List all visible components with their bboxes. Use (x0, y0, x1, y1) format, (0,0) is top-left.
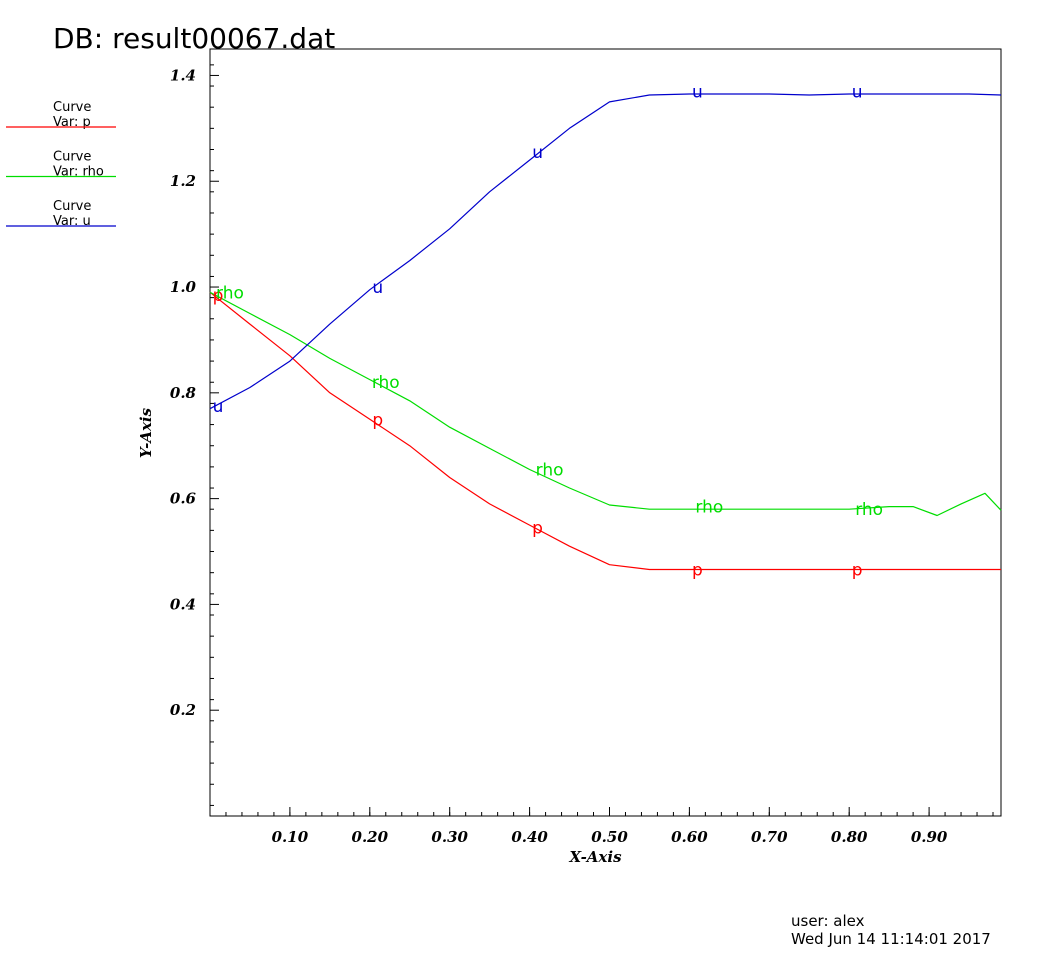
x-tick-label: 0.80 (831, 828, 868, 846)
legend-entry-title: Curve (53, 150, 91, 165)
footer-user: user: alex (791, 912, 865, 930)
x-tick-label: 0.10 (272, 828, 309, 846)
curve-label-u: u (532, 143, 543, 163)
x-tick-label: 0.60 (671, 828, 708, 846)
legend-entry-title: Curve (53, 100, 91, 115)
curve-label-rho: rho (855, 500, 883, 520)
curve-label-p: p (852, 561, 863, 581)
x-tick-label: 0.90 (911, 828, 948, 846)
plot-curves (209, 93, 1002, 571)
y-tick-label: 1.4 (170, 66, 196, 84)
y-tick-label: 0.8 (170, 384, 197, 402)
x-tick-label: 0.40 (511, 828, 548, 846)
plot-axes: 0.2 0.4 0.6 0.8 1.0 1.2 1.4 0.10 0.20 0.30 0.40 0.5… (137, 48, 1002, 866)
curve-label-p: p (372, 410, 383, 430)
x-tick-label: 0.30 (431, 828, 468, 846)
y-tick-label: 0.2 (170, 701, 196, 719)
legend-entry-var: Var: u (53, 214, 91, 229)
curve-label-rho: rho (695, 498, 723, 518)
y-tick-label: 0.4 (170, 595, 196, 613)
curve-label-p: p (692, 561, 703, 581)
series-line-rho (209, 291, 1002, 517)
curve-label-u: u (372, 278, 383, 298)
legend-entry-title: Curve (53, 199, 91, 214)
plot-frame (209, 48, 1002, 817)
y-axis-title: Y-Axis (137, 407, 155, 458)
curve-label-u: u (692, 82, 703, 102)
legend-entry-var: Var: p (53, 115, 91, 130)
series-line-u (209, 93, 1002, 410)
y-tick-label: 0.6 (170, 490, 197, 508)
curve-label-rho: rho (536, 461, 564, 481)
y-tick-label: 1.2 (170, 172, 196, 190)
x-axis-title: X-Axis (568, 848, 622, 866)
footer-date: Wed Jun 14 11:14:01 2017 (791, 930, 991, 948)
curve-label-u: u (213, 397, 224, 417)
x-tick-label: 0.20 (352, 828, 389, 846)
legend-entry-var: Var: rho (53, 165, 104, 180)
x-tick-label: 0.50 (591, 828, 628, 846)
curve-label-rho: rho (216, 283, 244, 303)
series-line-p (209, 291, 1001, 571)
curve-label-u: u (852, 82, 863, 102)
curve-label-p: p (213, 286, 224, 306)
curve-label-p: p (532, 519, 543, 539)
x-tick-label: 0.70 (751, 828, 788, 846)
y-tick-label: 1.0 (170, 278, 197, 296)
curve-label-rho: rho (372, 373, 400, 393)
